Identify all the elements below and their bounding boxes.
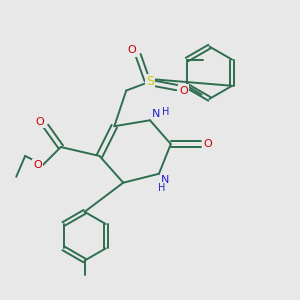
Text: H: H bbox=[158, 183, 166, 193]
Text: O: O bbox=[204, 139, 212, 149]
Text: H: H bbox=[162, 107, 169, 117]
Text: N: N bbox=[152, 109, 160, 119]
Text: O: O bbox=[33, 160, 42, 170]
Text: S: S bbox=[146, 75, 154, 88]
Text: O: O bbox=[128, 45, 136, 56]
Text: N: N bbox=[161, 175, 169, 185]
Text: O: O bbox=[36, 117, 44, 127]
Text: O: O bbox=[179, 85, 188, 96]
